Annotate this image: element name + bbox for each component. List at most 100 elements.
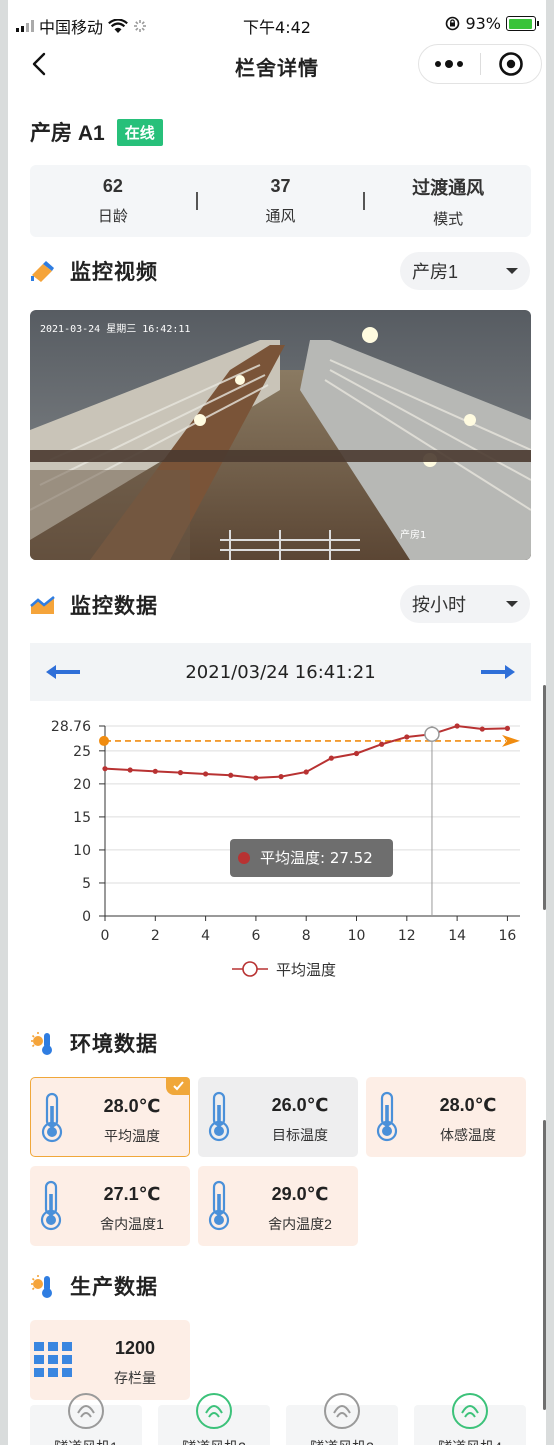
camera-video-feed[interactable]: 2021-03-24 星期三 16:42:11 产房1	[30, 310, 531, 560]
thermometer-icon	[376, 1091, 398, 1142]
data-section-header: 监控数据	[30, 590, 158, 620]
highlighted-point	[424, 726, 440, 742]
thermometer-icon	[41, 1092, 63, 1143]
nav-bar: 栏舍详情	[8, 40, 546, 90]
data-point	[177, 770, 184, 776]
thermometer-icon	[208, 1091, 230, 1142]
mini-program-capsule	[418, 44, 542, 84]
thermometer-sun-icon	[31, 1275, 52, 1298]
chevron-down-icon	[506, 601, 518, 607]
y-tick-label: 0	[82, 909, 91, 925]
x-tick-label: 4	[201, 928, 210, 944]
status-bar: 中国移动 下午4:42 93%	[8, 0, 546, 40]
env-section-header: 环境数据	[30, 1028, 158, 1058]
prod-card-inventory[interactable]: 1200 存栏量	[30, 1320, 190, 1400]
prod-section-title: 生产数据	[70, 1276, 158, 1299]
y-max-label: 28.76	[51, 719, 91, 735]
data-point	[454, 723, 460, 729]
divider	[195, 192, 198, 210]
data-point	[479, 726, 485, 732]
prev-arrow-icon[interactable]	[44, 663, 82, 681]
y-tick-label: 15	[73, 810, 91, 826]
data-point	[102, 766, 108, 772]
status-badge: 在线	[116, 118, 163, 146]
house-header: 产房 A1 在线	[30, 117, 163, 147]
fan-icon	[196, 1393, 232, 1429]
data-point	[152, 768, 158, 774]
data-point	[303, 769, 309, 775]
stats-bar: 62 日龄 37 通风 过渡通风 模式	[30, 165, 531, 237]
target-marker	[99, 735, 109, 746]
data-point	[353, 750, 360, 757]
tooltip-text: 平均温度: 27.52	[260, 849, 373, 867]
x-tick-label: 10	[348, 928, 366, 944]
video-section-title: 监控视频	[70, 261, 158, 284]
data-point	[228, 772, 234, 778]
data-point	[253, 775, 259, 781]
scrollbar[interactable]	[543, 1120, 546, 1410]
x-tick-label: 0	[101, 928, 110, 944]
carrier-label: 中国移动	[39, 18, 104, 37]
thermometer-icon	[40, 1180, 62, 1231]
status-time: 下午4:42	[243, 18, 311, 37]
x-tick-label: 14	[448, 928, 466, 944]
data-point	[404, 734, 410, 740]
y-tick-label: 5	[82, 876, 91, 892]
fan-icon	[68, 1393, 104, 1429]
video-timestamp: 2021-03-24 星期三 16:42:11	[40, 323, 190, 335]
x-tick-label: 16	[499, 928, 517, 944]
chevron-down-icon	[506, 268, 518, 274]
wifi-icon	[108, 18, 128, 33]
x-tick-label: 2	[151, 928, 160, 944]
stat-age: 62 日龄	[97, 176, 128, 225]
fan-card-3[interactable]: 隧道风机3	[286, 1393, 398, 1445]
data-point	[127, 767, 133, 773]
fan-card-4[interactable]: 隧道风机4	[414, 1393, 526, 1445]
stat-mode: 过渡通风 模式	[412, 177, 485, 228]
current-datetime: 2021/03/24 16:41:21	[185, 661, 376, 683]
grid-icon	[34, 1342, 72, 1377]
env-card-feel-temp[interactable]: 28.0℃ 体感温度	[366, 1077, 526, 1157]
next-arrow-icon[interactable]	[479, 663, 517, 681]
video-section-header: 监控视频	[30, 256, 158, 286]
thermometer-sun-icon	[31, 1032, 52, 1055]
orientation-lock-icon	[446, 16, 460, 31]
y-tick-label: 20	[73, 777, 91, 793]
close-miniprogram-icon[interactable]	[480, 44, 541, 84]
temperature-chart[interactable]: 0 5 10 15 20 25 28.76 0 2 4 6 8 10 12 14 16 平均温度: 27.52 平…	[30, 710, 531, 990]
battery-percent: 93%	[465, 14, 501, 33]
datetime-navigator: 2021/03/24 16:41:21	[30, 643, 531, 701]
more-icon[interactable]	[419, 44, 480, 84]
stat-ventilation: 37 通风	[265, 176, 296, 225]
fan-card-1[interactable]: 隧道风机1	[30, 1393, 142, 1445]
legend-label: 平均温度	[276, 961, 336, 979]
x-tick-label: 12	[398, 928, 416, 944]
prod-section-header: 生产数据	[30, 1271, 158, 1301]
data-point	[504, 725, 511, 731]
env-card-target-temp[interactable]: 26.0℃ 目标温度	[198, 1077, 358, 1157]
page-title: 栏舍详情	[235, 58, 319, 80]
env-card-avg-temp[interactable]: 28.0℃ 平均温度	[30, 1077, 190, 1157]
back-icon[interactable]	[30, 52, 48, 76]
camera-select[interactable]: 产房1	[400, 252, 530, 290]
interval-select[interactable]: 按小时	[400, 585, 530, 623]
x-tick-label: 6	[251, 928, 260, 944]
fan-card-2[interactable]: 隧道风机2	[158, 1393, 270, 1445]
x-tick-label: 8	[302, 928, 311, 944]
data-section-title: 监控数据	[70, 595, 158, 618]
chart-icon	[30, 595, 55, 614]
target-arrow-icon	[502, 734, 520, 747]
data-point	[379, 741, 385, 747]
house-name: 产房 A1	[30, 122, 105, 145]
fan-list: 隧道风机1 隧道风机2 隧道风机3 隧道风机4	[30, 1393, 538, 1445]
env-section-title: 环境数据	[70, 1033, 158, 1056]
scrollbar[interactable]	[543, 685, 546, 910]
env-card-inside-temp-2[interactable]: 29.0℃ 舍内温度2	[198, 1166, 358, 1246]
fan-icon	[452, 1393, 488, 1429]
camera-icon	[31, 261, 54, 282]
env-card-inside-temp-1[interactable]: 27.1℃ 舍内温度1	[30, 1166, 190, 1246]
legend-marker	[242, 961, 258, 977]
y-tick-label: 25	[73, 744, 91, 760]
data-point	[278, 774, 284, 780]
y-tick-label: 10	[73, 843, 91, 859]
